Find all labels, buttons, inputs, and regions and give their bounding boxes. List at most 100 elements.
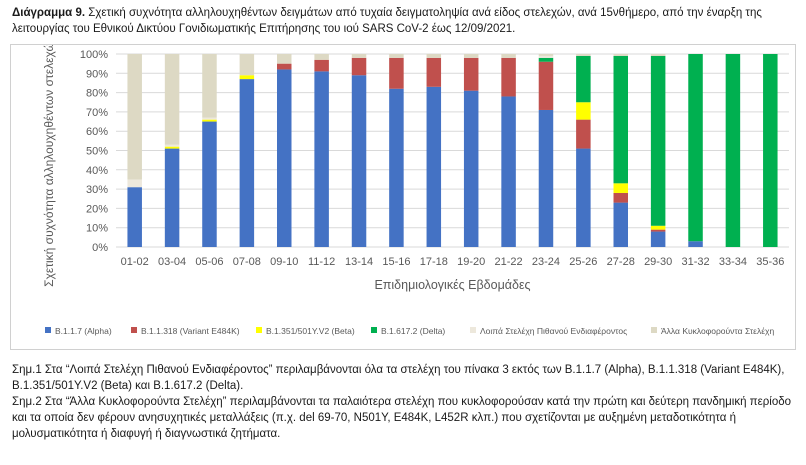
bar-segment-other_circ bbox=[314, 54, 329, 60]
x-tick-label: 03-04 bbox=[158, 256, 186, 268]
bar-segment-delta bbox=[538, 57, 554, 62]
bar-segment-e484k bbox=[463, 57, 479, 91]
figure-caption: Διάγραμμα 9. Σχετική συχνότητα αλληλουχη… bbox=[12, 5, 797, 37]
bar-segment-e484k bbox=[277, 63, 292, 70]
x-tick-label: 35-36 bbox=[756, 256, 784, 268]
x-tick-label: 01-02 bbox=[121, 256, 149, 268]
bar-segment-other_circ bbox=[613, 54, 628, 56]
bar-segment-alpha bbox=[650, 231, 666, 247]
legend-swatch-e484k bbox=[131, 327, 137, 333]
x-tick-label: 11-12 bbox=[308, 256, 335, 268]
bar-segment-delta bbox=[613, 55, 628, 184]
bar-segment-e484k bbox=[538, 61, 554, 110]
bar-segment-e484k bbox=[351, 57, 367, 76]
bar-segment-alpha bbox=[389, 88, 404, 247]
y-tick-label: 80% bbox=[86, 88, 108, 100]
footnote-1: Σημ.1 Στα “Λοιπά Στελέχη Πιθανού Ενδιαφέ… bbox=[12, 364, 785, 392]
bar-segment-e484k bbox=[576, 119, 591, 149]
bar-segment-alpha bbox=[538, 109, 554, 247]
caption-text: Σχετική συχνότητα αλληλουχηθέντων δειγμά… bbox=[12, 7, 762, 35]
bar-segment-e484k bbox=[501, 57, 516, 97]
bar-segment-alpha bbox=[463, 90, 479, 247]
bar-segment-e484k bbox=[650, 229, 666, 232]
bar-segment-beta bbox=[650, 225, 666, 230]
bar-segment-alpha bbox=[277, 69, 292, 247]
legend-label-beta: B.1.351/501Y.V2 (Beta) bbox=[266, 326, 355, 336]
x-tick-label: 31-32 bbox=[681, 256, 709, 268]
bar-segment-alpha bbox=[688, 241, 703, 247]
legend-swatch-other_circ bbox=[651, 327, 657, 333]
bar-segment-other_circ bbox=[277, 54, 292, 64]
x-tick-label: 23-24 bbox=[532, 256, 560, 268]
bar-segment-beta bbox=[239, 75, 255, 80]
bar-segment-other_circ bbox=[426, 54, 442, 58]
y-tick-label: 70% bbox=[86, 107, 108, 119]
caption-label: Διάγραμμα 9. bbox=[12, 7, 86, 19]
bar-segment-other_voi bbox=[538, 55, 554, 58]
bar-segment-other_voi bbox=[127, 179, 142, 188]
bar-segment-other_circ bbox=[202, 54, 217, 118]
bar-segment-alpha bbox=[164, 148, 180, 247]
x-axis-title: Επιδημιολογικές Εβδομάδες bbox=[374, 278, 530, 292]
x-tick-label: 29-30 bbox=[644, 256, 672, 268]
legend-swatch-beta bbox=[256, 327, 262, 333]
footnotes: Σημ.1 Στα “Λοιπά Στελέχη Πιθανού Ενδιαφέ… bbox=[12, 362, 797, 442]
stacked-bar-chart: 0% 10% 20% 30% 40% 50% 60% 70% 80% 90% 100% 01-02 03… bbox=[42, 45, 789, 336]
bar-segment-other_circ bbox=[351, 54, 367, 58]
x-tick-label: 27-28 bbox=[607, 256, 635, 268]
bar-segment-other_circ bbox=[650, 54, 666, 56]
bar-segment-other_circ bbox=[239, 54, 255, 76]
bar-segment-other_voi bbox=[164, 144, 180, 147]
bar-segment-beta bbox=[613, 183, 628, 193]
y-axis-title: Σχετική συχνότητα αλληλουχηθέντων στελεχ… bbox=[42, 45, 56, 287]
legend-label-other_voi: Λοιπά Στελέχη Πιθανού Ενδιαφέροντος bbox=[480, 326, 627, 336]
bar-segment-other_voi bbox=[202, 117, 217, 120]
y-tick-label: 100% bbox=[80, 49, 108, 61]
bar-segment-e484k bbox=[613, 192, 628, 203]
x-tick-label: 21-22 bbox=[495, 256, 523, 268]
bar-segment-other_circ bbox=[164, 54, 180, 145]
x-tick-label: 05-06 bbox=[195, 256, 223, 268]
bar-segment-beta bbox=[202, 119, 217, 122]
bar-segment-other_circ bbox=[538, 54, 554, 56]
y-tick-label: 30% bbox=[86, 184, 108, 196]
legend-swatch-delta bbox=[371, 327, 377, 333]
x-tick-label: 07-08 bbox=[233, 256, 261, 268]
bar-segment-other_circ bbox=[127, 54, 142, 180]
x-tick-label: 09-10 bbox=[270, 256, 298, 268]
y-tick-label: 90% bbox=[86, 68, 108, 80]
x-tick-label: 33-34 bbox=[719, 256, 747, 268]
legend-label-alpha: B.1.1.7 (Alpha) bbox=[55, 326, 112, 336]
y-tick-label: 10% bbox=[86, 223, 108, 235]
bar-segment-delta bbox=[763, 54, 778, 247]
bar-segment-alpha bbox=[613, 202, 628, 247]
bar-segment-delta bbox=[688, 54, 703, 242]
legend-swatch-other_voi bbox=[470, 327, 476, 333]
footnote-2: Σημ.2 Στα “Άλλα Κυκλοφορούντα Στελέχη” π… bbox=[12, 396, 792, 440]
legend-label-e484k: B.1.1.318 (Variant E484K) bbox=[141, 326, 240, 336]
legend-label-other_circ: Άλλα Κυκλοφορούντα Στελέχη bbox=[661, 326, 774, 336]
bar-segment-other_circ bbox=[389, 54, 404, 58]
bar-segment-delta bbox=[576, 55, 591, 103]
x-tick-label: 13-14 bbox=[345, 256, 373, 268]
chart-container: 0% 10% 20% 30% 40% 50% 60% 70% 80% 90% 100% 01-02 03… bbox=[10, 44, 796, 350]
y-tick-label: 50% bbox=[86, 146, 108, 158]
y-tick-label: 0% bbox=[92, 242, 108, 254]
bar-segment-alpha bbox=[576, 148, 591, 247]
bar-segment-delta bbox=[650, 55, 666, 226]
bar-segment-other_circ bbox=[501, 54, 516, 58]
y-tick-label: 20% bbox=[86, 203, 108, 215]
bar-segment-delta bbox=[725, 54, 741, 247]
bar-segment-e484k bbox=[389, 57, 404, 89]
legend-label-delta: B.1.617.2 (Delta) bbox=[381, 326, 445, 336]
bar-segment-other_circ bbox=[576, 54, 591, 56]
bar-segment-alpha bbox=[314, 71, 329, 248]
bar-segment-alpha bbox=[426, 86, 442, 247]
bar-segment-alpha bbox=[501, 96, 516, 248]
bar-segment-other_circ bbox=[463, 54, 479, 58]
bar-segment-alpha bbox=[127, 187, 142, 247]
bar-segment-alpha bbox=[351, 75, 367, 247]
bar-segment-e484k bbox=[314, 59, 329, 72]
x-tick-label: 15-16 bbox=[382, 256, 410, 268]
y-tick-label: 40% bbox=[86, 165, 108, 177]
